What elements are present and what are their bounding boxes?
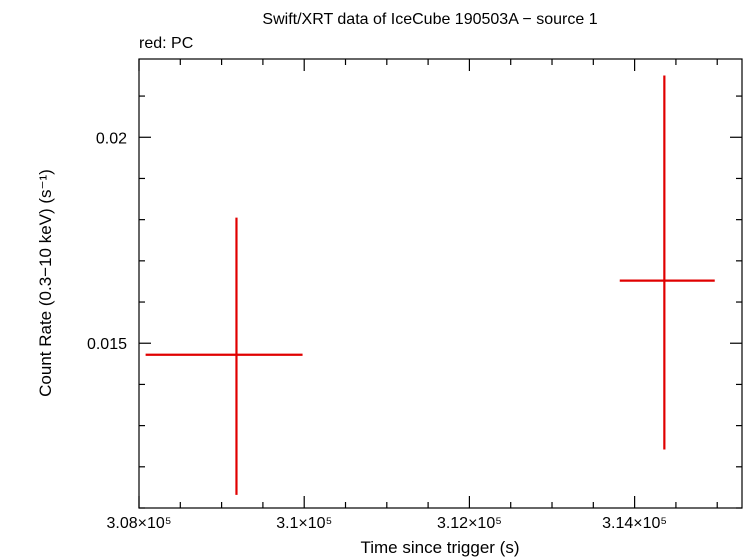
- chart-subtitle: red: PC: [139, 35, 193, 52]
- x-tick-label: 3.08×10⁵: [107, 515, 172, 532]
- y-tick-label: 0.02: [96, 130, 127, 147]
- axis-ticks: [138, 59, 742, 509]
- plot-frame: [138, 58, 743, 509]
- x-axis-label: Time since trigger (s): [360, 538, 519, 557]
- y-axis-label: Count Rate (0.3−10 keV) (s⁻¹): [36, 169, 55, 397]
- data-point: [145, 217, 303, 495]
- data-marks: [145, 75, 715, 495]
- y-tick-label: 0.015: [87, 336, 127, 353]
- chart-title: Swift/XRT data of IceCube 190503A − sour…: [262, 11, 597, 28]
- data-point: [619, 75, 715, 450]
- axis-tick-labels: 3.08×10⁵ 3.1×10⁵ 3.12×10⁵ 3.14×10⁵ 0.015 0.02: [87, 130, 667, 532]
- x-tick-label: 3.14×10⁵: [602, 515, 667, 532]
- x-tick-label: 3.1×10⁵: [276, 515, 332, 532]
- x-tick-label: 3.12×10⁵: [437, 515, 502, 532]
